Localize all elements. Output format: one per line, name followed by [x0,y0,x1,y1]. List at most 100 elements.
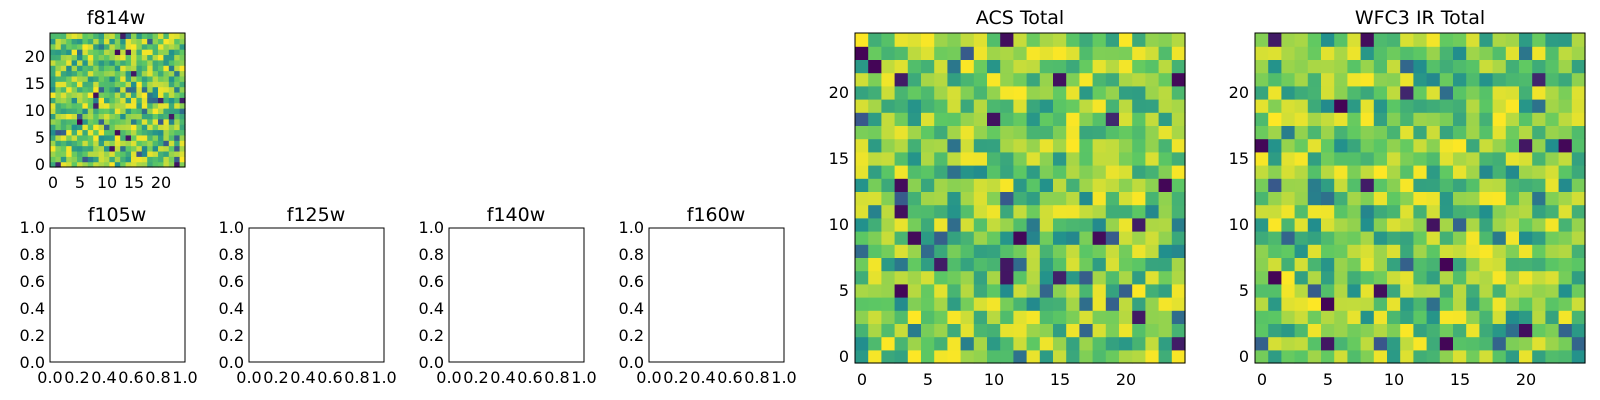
heatmap-cell [1294,178,1309,192]
heatmap-cell [1426,270,1441,285]
heatmap-cell [1119,349,1133,364]
heatmap-cell [1171,112,1186,126]
heatmap-cell [136,140,143,147]
heatmap-cell [907,191,922,206]
heatmap-cell [152,81,159,88]
heatmap-cell [934,244,948,258]
heatmap-cell [1066,72,1080,87]
heatmap-cell [131,86,137,93]
heatmap-cell [934,191,948,206]
heatmap-cell [50,70,56,77]
heatmap-cell [114,118,121,125]
y-tick-label: 0.6 [419,272,444,291]
heatmap-cell [1105,231,1120,245]
heatmap-cell [1000,217,1014,232]
heatmap-cell [1307,99,1322,113]
heatmap-cell [1171,323,1186,338]
heatmap-cell [1439,112,1454,126]
heatmap-cell [163,140,170,147]
heatmap-cell [973,85,988,100]
heatmap-cell [1466,270,1480,285]
heatmap-cell [136,124,143,131]
heatmap-cell [1039,85,1054,100]
heatmap-cell [147,38,154,45]
heatmap-cell [82,54,89,61]
heatmap-cell [1132,257,1146,272]
heatmap-cell [1132,336,1146,351]
heatmap-cell [93,150,100,157]
heatmap-cell [960,323,975,338]
heatmap-cell [93,70,100,77]
heatmap-cell [1053,125,1067,140]
heatmap-cell [1413,244,1428,258]
heatmap-cell [1426,151,1441,166]
heatmap-cell [55,70,62,77]
heatmap-cell [104,129,110,136]
heatmap-cell [1360,336,1375,351]
axes-frame-wfc3-ir-total [1254,32,1586,364]
heatmap-cell [163,129,170,136]
heatmap-cell [131,134,137,141]
axes-frame-f125w [248,227,385,363]
heatmap-cell [960,112,975,126]
heatmap-cell [1334,283,1348,298]
heatmap-cell [894,138,909,153]
heatmap-cell [947,231,962,245]
heatmap-cell [168,75,175,82]
heatmap-cell [131,49,137,56]
heatmap-cell [1571,138,1586,153]
heatmap-cell [1268,257,1282,272]
heatmap-cell [120,86,127,93]
heatmap-cell [1145,59,1160,74]
heatmap-cell [71,49,78,56]
heatmap-cell [120,140,127,147]
heatmap-cell [50,33,56,39]
heatmap-cell [1013,191,1028,206]
heatmap-cell [1505,33,1520,47]
heatmap-cell [1013,231,1028,245]
heatmap-cell [1255,59,1269,74]
heatmap-cell [1119,310,1133,324]
heatmap-cell [1145,72,1160,87]
heatmap-cell [1413,99,1428,113]
heatmap-cell [921,297,935,311]
axes-frame-f140w [448,227,585,363]
heatmap-cell [152,118,159,125]
heatmap-cell [1132,217,1146,232]
heatmap-cell [907,151,922,166]
heatmap-cell [1571,231,1586,245]
heatmap-cell [1519,336,1533,351]
heatmap-cell [1439,310,1454,324]
heatmap-cell [158,54,164,61]
heatmap-cell [934,151,948,166]
heatmap-cell [907,33,922,47]
heatmap-cell [1360,138,1375,153]
heatmap-cell [1532,297,1546,311]
heatmap-cell [1413,72,1428,87]
heatmap-cell [1413,310,1428,324]
heatmap-cell [131,150,137,157]
heatmap-cell [1347,46,1362,60]
heatmap-cell [1105,165,1120,179]
heatmap-cell [921,112,935,126]
heatmap-cell [152,134,159,141]
heatmap-cell [881,297,896,311]
heatmap-cell [163,49,170,56]
heatmap-cell [987,217,1001,232]
heatmap-cell [1545,99,1560,113]
heatmap-cell [152,49,159,56]
heatmap-cell [1347,85,1362,100]
heatmap-cell [1294,336,1309,351]
heatmap-cell [114,70,121,77]
heatmap-cell [114,38,121,45]
heatmap-cell [1558,270,1573,285]
x-ticks-acs-total: 0 5 10 15 20 [857,370,1136,389]
heatmap-cell [1439,283,1454,298]
heatmap-cell [1532,138,1546,153]
heatmap-cell [1479,270,1494,285]
heatmap-cell [1079,257,1094,272]
heatmap-cell [1571,59,1586,74]
heatmap-cell [1145,323,1160,338]
heatmap-cell [1000,46,1014,60]
heatmap-cell [1387,72,1401,87]
